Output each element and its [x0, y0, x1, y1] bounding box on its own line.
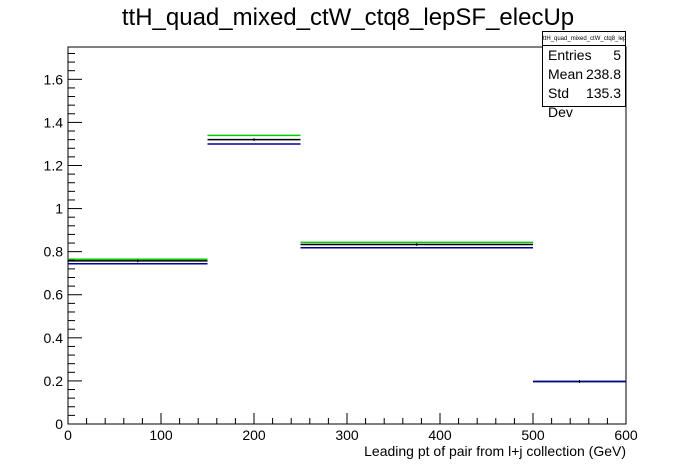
stats-std-value: 135.3 [585, 85, 621, 101]
x-tick-label: 500 [521, 427, 545, 443]
stats-mean-label: Mean [548, 66, 584, 82]
stats-title: ttH_quad_mixed_ctW_ctq8_lepSF_elecUp [543, 32, 625, 46]
x-axis-label: Leading pt of pair from l+j collection (… [364, 443, 626, 459]
y-tick-label: 0.4 [44, 330, 64, 346]
y-tick-label: 1.6 [44, 71, 64, 87]
stats-mean-value: 238.8 [585, 66, 621, 82]
stats-std-row: Std Dev 135.3 [543, 84, 625, 120]
stats-entries-value: 5 [613, 47, 621, 63]
y-tick-label: 1 [55, 201, 63, 217]
x-tick-label: 200 [242, 427, 266, 443]
stats-box: ttH_quad_mixed_ctW_ctq8_lepSF_elecUp Ent… [542, 31, 626, 120]
x-tick-label: 100 [149, 427, 173, 443]
y-tick-label: 0 [55, 416, 63, 432]
y-axis: 0 0.2 0.4 0.6 0.8 1 1.2 1.4 1.6 [44, 52, 82, 432]
x-tick-label: 300 [335, 427, 359, 443]
chart-title: ttH_quad_mixed_ctW_ctq8_lepSF_elecUp [121, 4, 575, 31]
histogram-bars [68, 134, 626, 384]
y-tick-label: 0.2 [44, 373, 64, 389]
x-tick-label: 600 [614, 427, 638, 443]
stats-std-label: Std Dev [548, 85, 573, 120]
y-tick-label: 0.6 [44, 287, 64, 303]
y-tick-label: 0.8 [44, 244, 64, 260]
x-tick-label: 0 [64, 427, 72, 443]
y-tick-label: 1.4 [44, 114, 64, 130]
x-axis: 0 100 200 300 400 500 600 [64, 413, 638, 443]
stats-entries-row: Entries 5 [543, 46, 625, 65]
stats-mean-row: Mean 238.8 [543, 65, 625, 84]
y-tick-label: 1.2 [44, 157, 64, 173]
stats-entries-label: Entries [548, 47, 592, 63]
x-tick-label: 400 [428, 427, 452, 443]
